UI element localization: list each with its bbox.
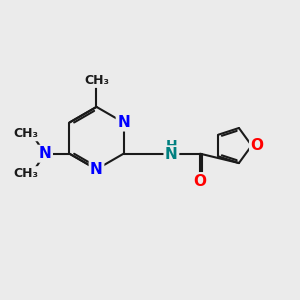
Text: H: H <box>166 139 178 153</box>
Text: CH₃: CH₃ <box>84 74 109 87</box>
Text: CH₃: CH₃ <box>14 127 39 140</box>
Text: N: N <box>117 115 130 130</box>
Text: N: N <box>165 147 178 162</box>
Text: N: N <box>39 146 52 161</box>
Text: O: O <box>250 138 263 153</box>
Text: CH₃: CH₃ <box>14 167 39 180</box>
Text: O: O <box>194 174 207 189</box>
Text: N: N <box>90 162 103 177</box>
